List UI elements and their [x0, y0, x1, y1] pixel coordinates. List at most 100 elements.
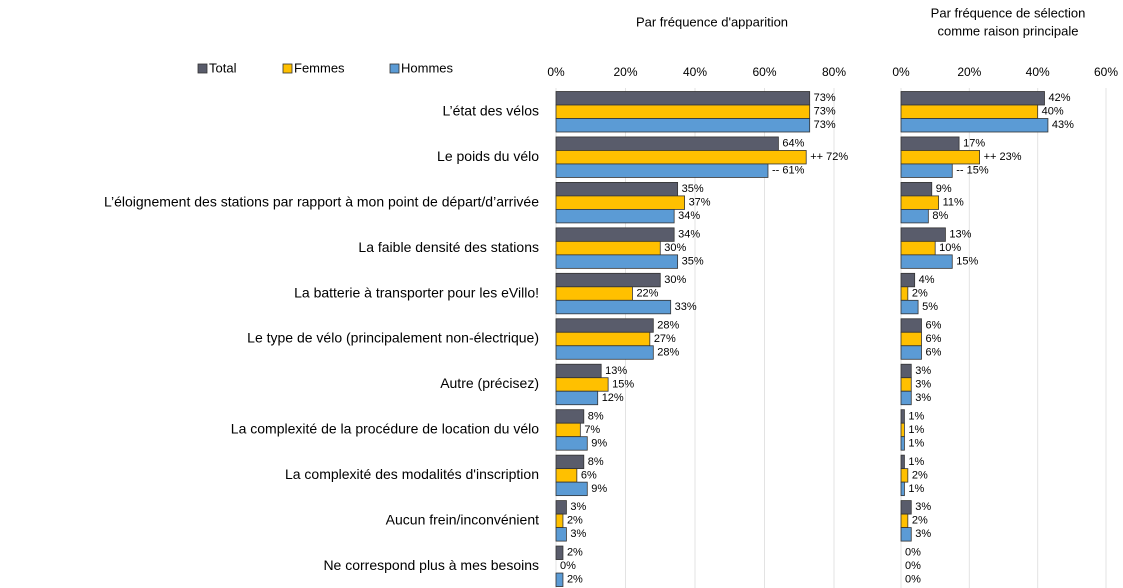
bar: [555, 545, 564, 560]
data-label: 3%: [915, 528, 931, 540]
data-label: 5%: [922, 301, 938, 313]
data-label: 6%: [926, 346, 942, 358]
data-label: 73%: [814, 92, 836, 104]
bar: [555, 299, 672, 315]
bar: [900, 345, 922, 360]
bar: [555, 254, 679, 269]
bar: [555, 513, 564, 528]
bar: [555, 390, 599, 406]
bar: [900, 299, 919, 315]
data-label: 0%: [905, 560, 921, 572]
data-label: 33%: [675, 301, 697, 313]
data-label: 64%: [782, 138, 804, 150]
chart-title: Par fréquence d'apparition: [636, 14, 788, 29]
bar: [555, 572, 564, 587]
legend-swatch: [282, 63, 293, 74]
bar: [555, 240, 661, 256]
data-label: 13%: [605, 365, 627, 377]
data-label: 3%: [915, 365, 931, 377]
bar: [555, 363, 602, 379]
data-label: 2%: [567, 515, 583, 527]
bar: [900, 363, 912, 379]
bar: [900, 163, 953, 178]
data-label: 1%: [908, 424, 924, 436]
data-label: 8%: [588, 456, 604, 468]
category-label: La batterie à transporter pour les eVill…: [294, 284, 539, 300]
category-label: La complexité de la procédure de locatio…: [231, 421, 539, 437]
data-label: 3%: [915, 392, 931, 404]
data-label: 0%: [905, 574, 921, 586]
data-label: 37%: [689, 197, 711, 209]
data-label: 15%: [956, 256, 978, 268]
category-label: L’éloignement des stations par rapport à…: [104, 193, 539, 209]
data-label: 35%: [682, 183, 704, 195]
bar: [900, 150, 980, 165]
bar: [555, 454, 585, 470]
data-label: 9%: [936, 183, 952, 195]
bar: [555, 272, 661, 288]
bar: [900, 272, 916, 288]
bar: [900, 527, 912, 542]
bar: [555, 481, 588, 497]
bar: [900, 286, 909, 301]
bar: [555, 209, 675, 224]
legend-swatch: [197, 63, 208, 74]
category-label: Le poids du vélo: [437, 148, 539, 164]
data-label: 1%: [908, 410, 924, 422]
bar: [555, 104, 811, 119]
data-label: 2%: [567, 547, 583, 559]
data-label: 35%: [682, 256, 704, 268]
data-label: 2%: [912, 515, 928, 527]
data-label: 43%: [1052, 119, 1074, 131]
legend-label: Total: [209, 60, 237, 75]
bar: [900, 209, 929, 224]
bar: [555, 527, 567, 542]
bar: [900, 254, 953, 269]
bar: [900, 513, 909, 528]
data-label: 30%: [664, 274, 686, 286]
bar: [900, 377, 912, 392]
bar: [900, 422, 905, 438]
data-label: 4%: [919, 274, 935, 286]
data-label: 3%: [570, 528, 586, 540]
data-label: 2%: [567, 574, 583, 586]
legend-label: Femmes: [294, 60, 345, 75]
bar: [555, 227, 675, 242]
bar: [900, 468, 909, 483]
bar: [900, 318, 922, 333]
legend-label: Hommes: [401, 60, 454, 75]
category-label: La faible densité des stations: [358, 239, 539, 255]
bar: [555, 182, 679, 197]
bar: [555, 163, 769, 178]
data-label: 3%: [915, 378, 931, 390]
data-label: 3%: [570, 501, 586, 513]
bar: [900, 436, 905, 451]
bar: [900, 454, 905, 470]
bar: [555, 345, 654, 360]
data-label: 2%: [912, 287, 928, 299]
chart-title: Par fréquence de sélection: [931, 5, 1086, 20]
data-label: 9%: [591, 437, 607, 449]
data-label: 34%: [678, 229, 700, 241]
bar: [900, 390, 912, 406]
bar: [900, 91, 1045, 106]
chart-title: comme raison principale: [938, 23, 1079, 38]
x-tick-label: 20%: [957, 65, 981, 79]
bar: [555, 331, 651, 347]
bar: [555, 409, 585, 424]
x-tick-label: 40%: [1026, 65, 1050, 79]
data-label: 13%: [949, 229, 971, 241]
bar: [900, 227, 946, 242]
data-label: 6%: [581, 469, 597, 481]
data-label: 15%: [612, 378, 634, 390]
bar: [555, 468, 578, 483]
category-label: L’état des vélos: [442, 102, 539, 118]
data-label: ++ 23%: [984, 151, 1022, 163]
bar: [900, 481, 905, 497]
data-label: 42%: [1049, 92, 1071, 104]
data-label: 0%: [560, 560, 576, 572]
bar: [555, 318, 654, 333]
bar: [555, 136, 779, 151]
